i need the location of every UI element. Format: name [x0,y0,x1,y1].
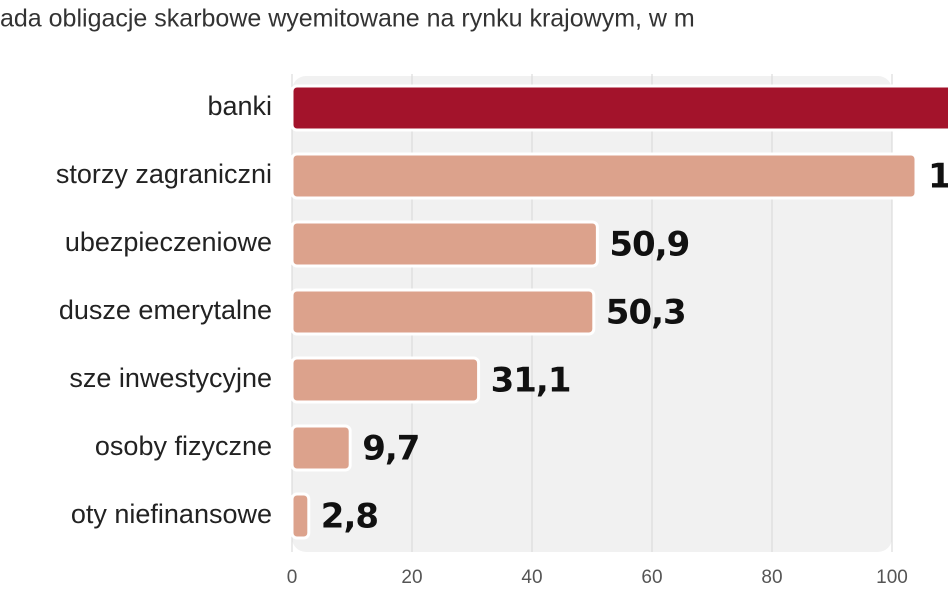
category-label: storzy zagraniczni [56,159,272,189]
x-tick-label: 60 [641,567,662,588]
value-label: 1 [928,157,948,197]
value-label: 50,3 [606,293,686,333]
bar [290,84,948,132]
category-label: ubezpieczeniowe [65,227,272,257]
bar [290,152,918,200]
category-label: banki [207,91,272,121]
x-tick-label: 80 [761,567,782,588]
bar [290,356,481,404]
value-label: 9,7 [362,429,419,469]
x-tick-label: 40 [521,567,542,588]
x-tick-label: 100 [876,567,908,588]
category-label: sze inwestycyjne [69,363,272,393]
chart-title: ada obligacje skarbowe wyemitowane na ry… [0,5,695,33]
bar [290,220,599,268]
bar [290,288,596,336]
category-label: oty niefinansowe [71,499,272,529]
value-label: 50,9 [609,225,689,265]
bar [290,492,311,540]
category-label: osoby fizyczne [95,431,272,461]
value-label: 31,1 [491,361,571,401]
x-tick-label: 20 [401,567,422,588]
value-label: 2,8 [321,497,378,537]
category-label: dusze emerytalne [59,295,272,325]
bar [290,424,352,472]
x-tick-label: 0 [287,567,298,588]
